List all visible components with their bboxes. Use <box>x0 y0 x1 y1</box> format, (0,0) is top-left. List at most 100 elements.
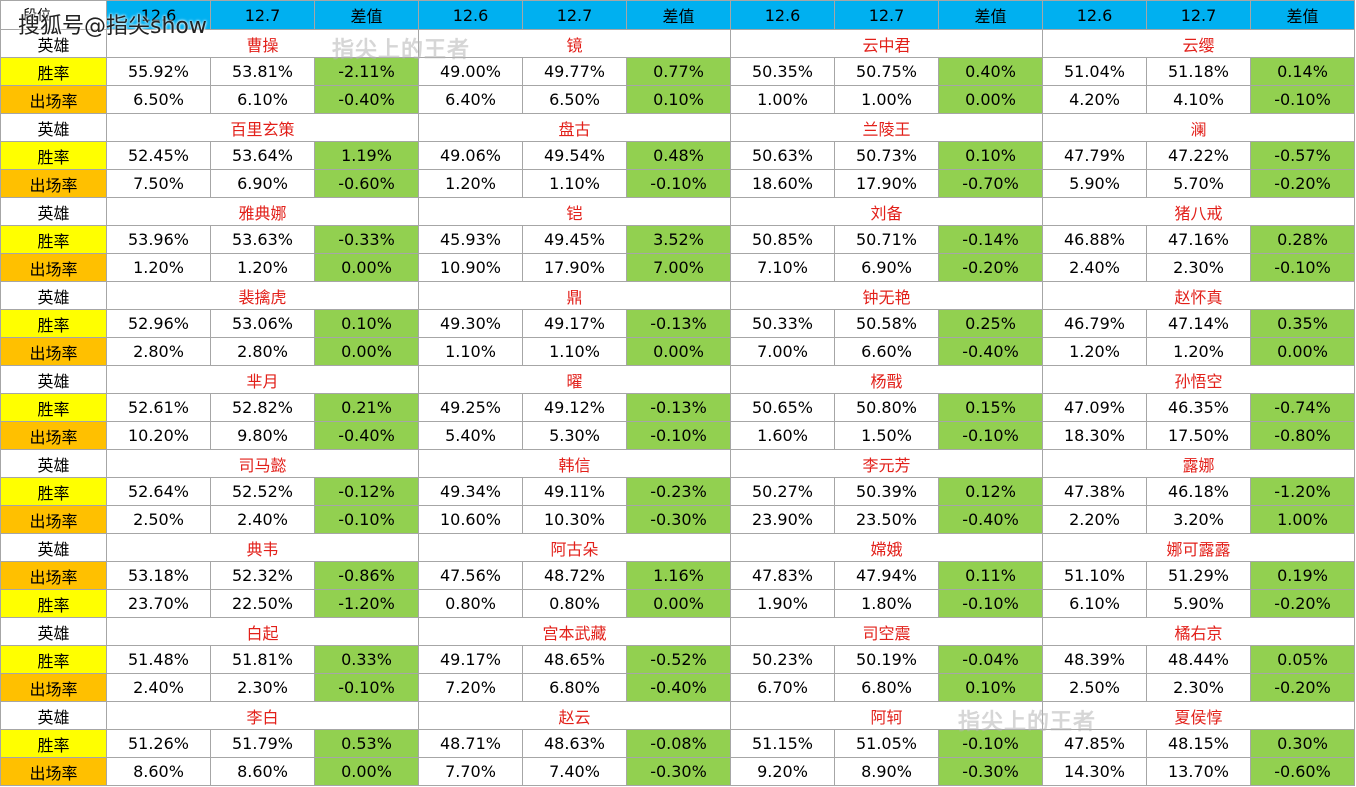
diff-cell: -0.52% <box>626 645 731 674</box>
stat-label: 出场率 <box>0 505 107 534</box>
hero-name: 司马懿 <box>106 449 419 478</box>
value-cell: 55.92% <box>106 57 211 86</box>
value-cell: 2.30% <box>1146 253 1251 282</box>
value-cell: 49.11% <box>522 477 627 506</box>
diff-cell: 0.00% <box>314 253 419 282</box>
value-cell: 0.80% <box>418 589 523 618</box>
diff-cell: -0.10% <box>626 421 731 450</box>
value-cell: 49.17% <box>418 645 523 674</box>
value-cell: 10.90% <box>418 253 523 282</box>
hero-label: 英雄 <box>0 197 107 226</box>
value-cell: 53.64% <box>210 141 315 170</box>
value-cell: 50.35% <box>730 57 835 86</box>
stat-label: 出场率 <box>0 673 107 702</box>
col-header: 12.6 <box>730 0 835 30</box>
value-cell: 6.80% <box>834 673 939 702</box>
diff-cell: -0.20% <box>1250 589 1355 618</box>
diff-cell: 0.12% <box>938 477 1043 506</box>
value-cell: 4.20% <box>1042 85 1147 114</box>
diff-cell: -0.70% <box>938 169 1043 198</box>
value-cell: 1.10% <box>522 337 627 366</box>
stat-row: 胜率 52.64% 52.52% -0.12% 49.34% 49.11% -0.23% 50… <box>0 477 1355 506</box>
hero-name: 阿轲 <box>730 701 1043 730</box>
diff-cell: -0.10% <box>626 169 731 198</box>
hero-name: 娜可露露 <box>1042 533 1355 562</box>
value-cell: 5.90% <box>1146 589 1251 618</box>
stat-row: 胜率 23.70% 22.50% -1.20% 0.80% 0.80% 0.00% 1.90%… <box>0 589 1355 618</box>
value-cell: 23.70% <box>106 589 211 618</box>
value-cell: 8.90% <box>834 757 939 786</box>
value-cell: 49.30% <box>418 309 523 338</box>
value-cell: 18.30% <box>1042 421 1147 450</box>
hero-label: 英雄 <box>0 617 107 646</box>
hero-name: 铠 <box>418 197 731 226</box>
value-cell: 51.04% <box>1042 57 1147 86</box>
hero-name: 嫦娥 <box>730 533 1043 562</box>
value-cell: 6.90% <box>834 253 939 282</box>
diff-cell: -0.13% <box>626 393 731 422</box>
gray-watermark-bottom: 指尖上的王者 <box>958 710 1097 735</box>
hero-name: 兰陵王 <box>730 113 1043 142</box>
col-header: 12.7 <box>1146 0 1251 30</box>
diff-cell: 0.15% <box>938 393 1043 422</box>
stat-label: 胜率 <box>0 141 107 170</box>
value-cell: 52.64% <box>106 477 211 506</box>
diff-cell: -0.04% <box>938 645 1043 674</box>
diff-cell: -0.10% <box>938 421 1043 450</box>
diff-cell: -0.20% <box>1250 169 1355 198</box>
hero-name: 杨戬 <box>730 365 1043 394</box>
diff-cell: -0.60% <box>314 169 419 198</box>
value-cell: 50.80% <box>834 393 939 422</box>
hero-name: 镜 <box>418 29 731 58</box>
value-cell: 53.81% <box>210 57 315 86</box>
value-cell: 48.72% <box>522 561 627 590</box>
hero-row: 英雄 典韦 阿古朵 嫦娥 娜可露露 <box>0 533 1355 562</box>
value-cell: 50.71% <box>834 225 939 254</box>
stat-row: 出场率 8.60% 8.60% 0.00% 7.70% 7.40% -0.30% 9.20% 8… <box>0 757 1355 786</box>
col-header: 12.6 <box>418 0 523 30</box>
value-cell: 5.70% <box>1146 169 1251 198</box>
stat-row: 出场率 6.50% 6.10% -0.40% 6.40% 6.50% 0.10% 1.00% 1… <box>0 85 1355 114</box>
diff-cell: 0.40% <box>938 57 1043 86</box>
diff-cell: -0.14% <box>938 225 1043 254</box>
stat-row: 胜率 51.48% 51.81% 0.33% 49.17% 48.65% -0.52% 50.… <box>0 645 1355 674</box>
gray-watermark-top: 指尖上的王者 <box>332 38 471 63</box>
hero-row: 英雄 李白 赵云 阿轲 夏侯惇 <box>0 701 1355 730</box>
diff-cell: 0.05% <box>1250 645 1355 674</box>
value-cell: 1.50% <box>834 421 939 450</box>
header-row: 段位 12.6 12.7 差值 12.6 12.7 差值 12.6 12.7 差… <box>0 0 1355 30</box>
value-cell: 2.40% <box>1042 253 1147 282</box>
hero-label: 英雄 <box>0 281 107 310</box>
value-cell: 50.33% <box>730 309 835 338</box>
value-cell: 6.10% <box>210 85 315 114</box>
hero-name: 澜 <box>1042 113 1355 142</box>
value-cell: 46.88% <box>1042 225 1147 254</box>
value-cell: 1.10% <box>418 337 523 366</box>
diff-cell: -0.86% <box>314 561 419 590</box>
value-cell: 49.12% <box>522 393 627 422</box>
value-cell: 2.30% <box>210 673 315 702</box>
hero-row: 英雄 白起 宫本武藏 司空震 橘右京 <box>0 617 1355 646</box>
value-cell: 45.93% <box>418 225 523 254</box>
value-cell: 6.50% <box>522 85 627 114</box>
diff-cell: 0.00% <box>314 337 419 366</box>
stat-row: 出场率 10.20% 9.80% -0.40% 5.40% 5.30% -0.10% 1.60… <box>0 421 1355 450</box>
diff-cell: 0.14% <box>1250 57 1355 86</box>
diff-cell: 0.21% <box>314 393 419 422</box>
diff-cell: -0.10% <box>1250 85 1355 114</box>
hero-label: 英雄 <box>0 701 107 730</box>
diff-cell: 0.00% <box>626 589 731 618</box>
stat-label: 出场率 <box>0 169 107 198</box>
stat-row: 胜率 52.96% 53.06% 0.10% 49.30% 49.17% -0.13% 50.… <box>0 309 1355 338</box>
value-cell: 47.22% <box>1146 141 1251 170</box>
value-cell: 53.96% <box>106 225 211 254</box>
diff-cell: 1.00% <box>1250 505 1355 534</box>
value-cell: 1.90% <box>730 589 835 618</box>
stat-row: 出场率 7.50% 6.90% -0.60% 1.20% 1.10% -0.10% 18.60… <box>0 169 1355 198</box>
rank-header: 段位 <box>0 0 107 30</box>
hero-label: 英雄 <box>0 113 107 142</box>
diff-cell: -0.08% <box>626 729 731 758</box>
hero-name: 赵怀真 <box>1042 281 1355 310</box>
diff-cell: 0.10% <box>938 141 1043 170</box>
hero-name: 橘右京 <box>1042 617 1355 646</box>
